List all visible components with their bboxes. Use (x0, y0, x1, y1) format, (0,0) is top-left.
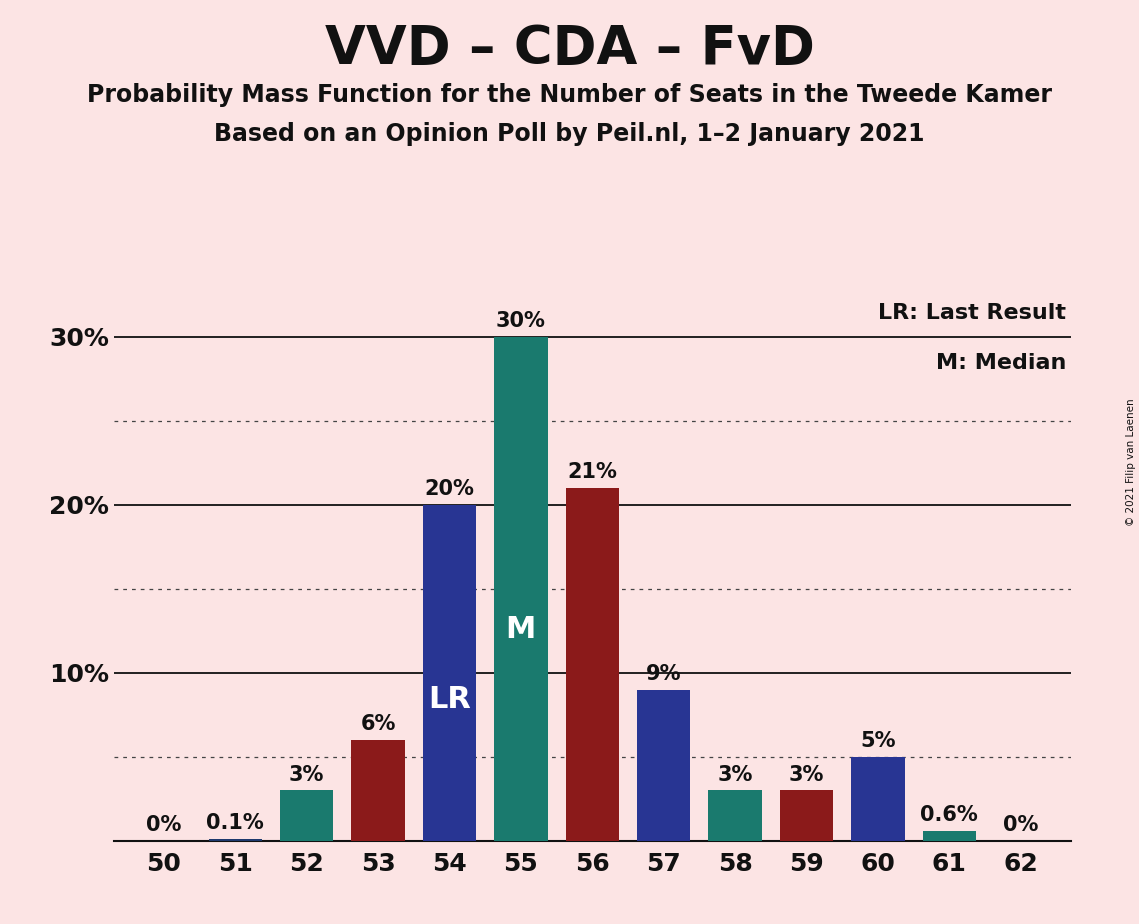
Text: 0.6%: 0.6% (920, 805, 978, 825)
Bar (280, 790, 334, 841)
Text: 5%: 5% (860, 731, 895, 751)
Bar (565, 488, 620, 841)
Text: 0.1%: 0.1% (206, 813, 264, 833)
Bar (494, 337, 548, 841)
Text: 6%: 6% (360, 714, 395, 735)
Text: VVD – CDA – FvD: VVD – CDA – FvD (325, 23, 814, 75)
Text: LR: LR (428, 686, 470, 714)
Text: 3%: 3% (289, 764, 325, 784)
Text: 21%: 21% (567, 462, 617, 482)
Text: 0%: 0% (146, 815, 181, 835)
Bar (708, 790, 762, 841)
Text: M: Median: M: Median (935, 353, 1066, 373)
Text: 30%: 30% (495, 311, 546, 331)
Text: LR: Last Result: LR: Last Result (878, 303, 1066, 323)
Text: 0%: 0% (1003, 815, 1039, 835)
Text: M: M (506, 614, 536, 644)
Text: © 2021 Filip van Laenen: © 2021 Filip van Laenen (1126, 398, 1136, 526)
Bar (851, 757, 904, 841)
Bar (780, 790, 834, 841)
Bar (637, 689, 690, 841)
Text: 20%: 20% (425, 479, 475, 499)
Text: 9%: 9% (646, 663, 681, 684)
Text: Based on an Opinion Poll by Peil.nl, 1–2 January 2021: Based on an Opinion Poll by Peil.nl, 1–2… (214, 122, 925, 146)
Bar (423, 505, 476, 841)
Bar (208, 839, 262, 841)
Text: 3%: 3% (789, 764, 825, 784)
Text: Probability Mass Function for the Number of Seats in the Tweede Kamer: Probability Mass Function for the Number… (87, 83, 1052, 107)
Bar (923, 831, 976, 841)
Text: 3%: 3% (718, 764, 753, 784)
Bar (351, 740, 404, 841)
